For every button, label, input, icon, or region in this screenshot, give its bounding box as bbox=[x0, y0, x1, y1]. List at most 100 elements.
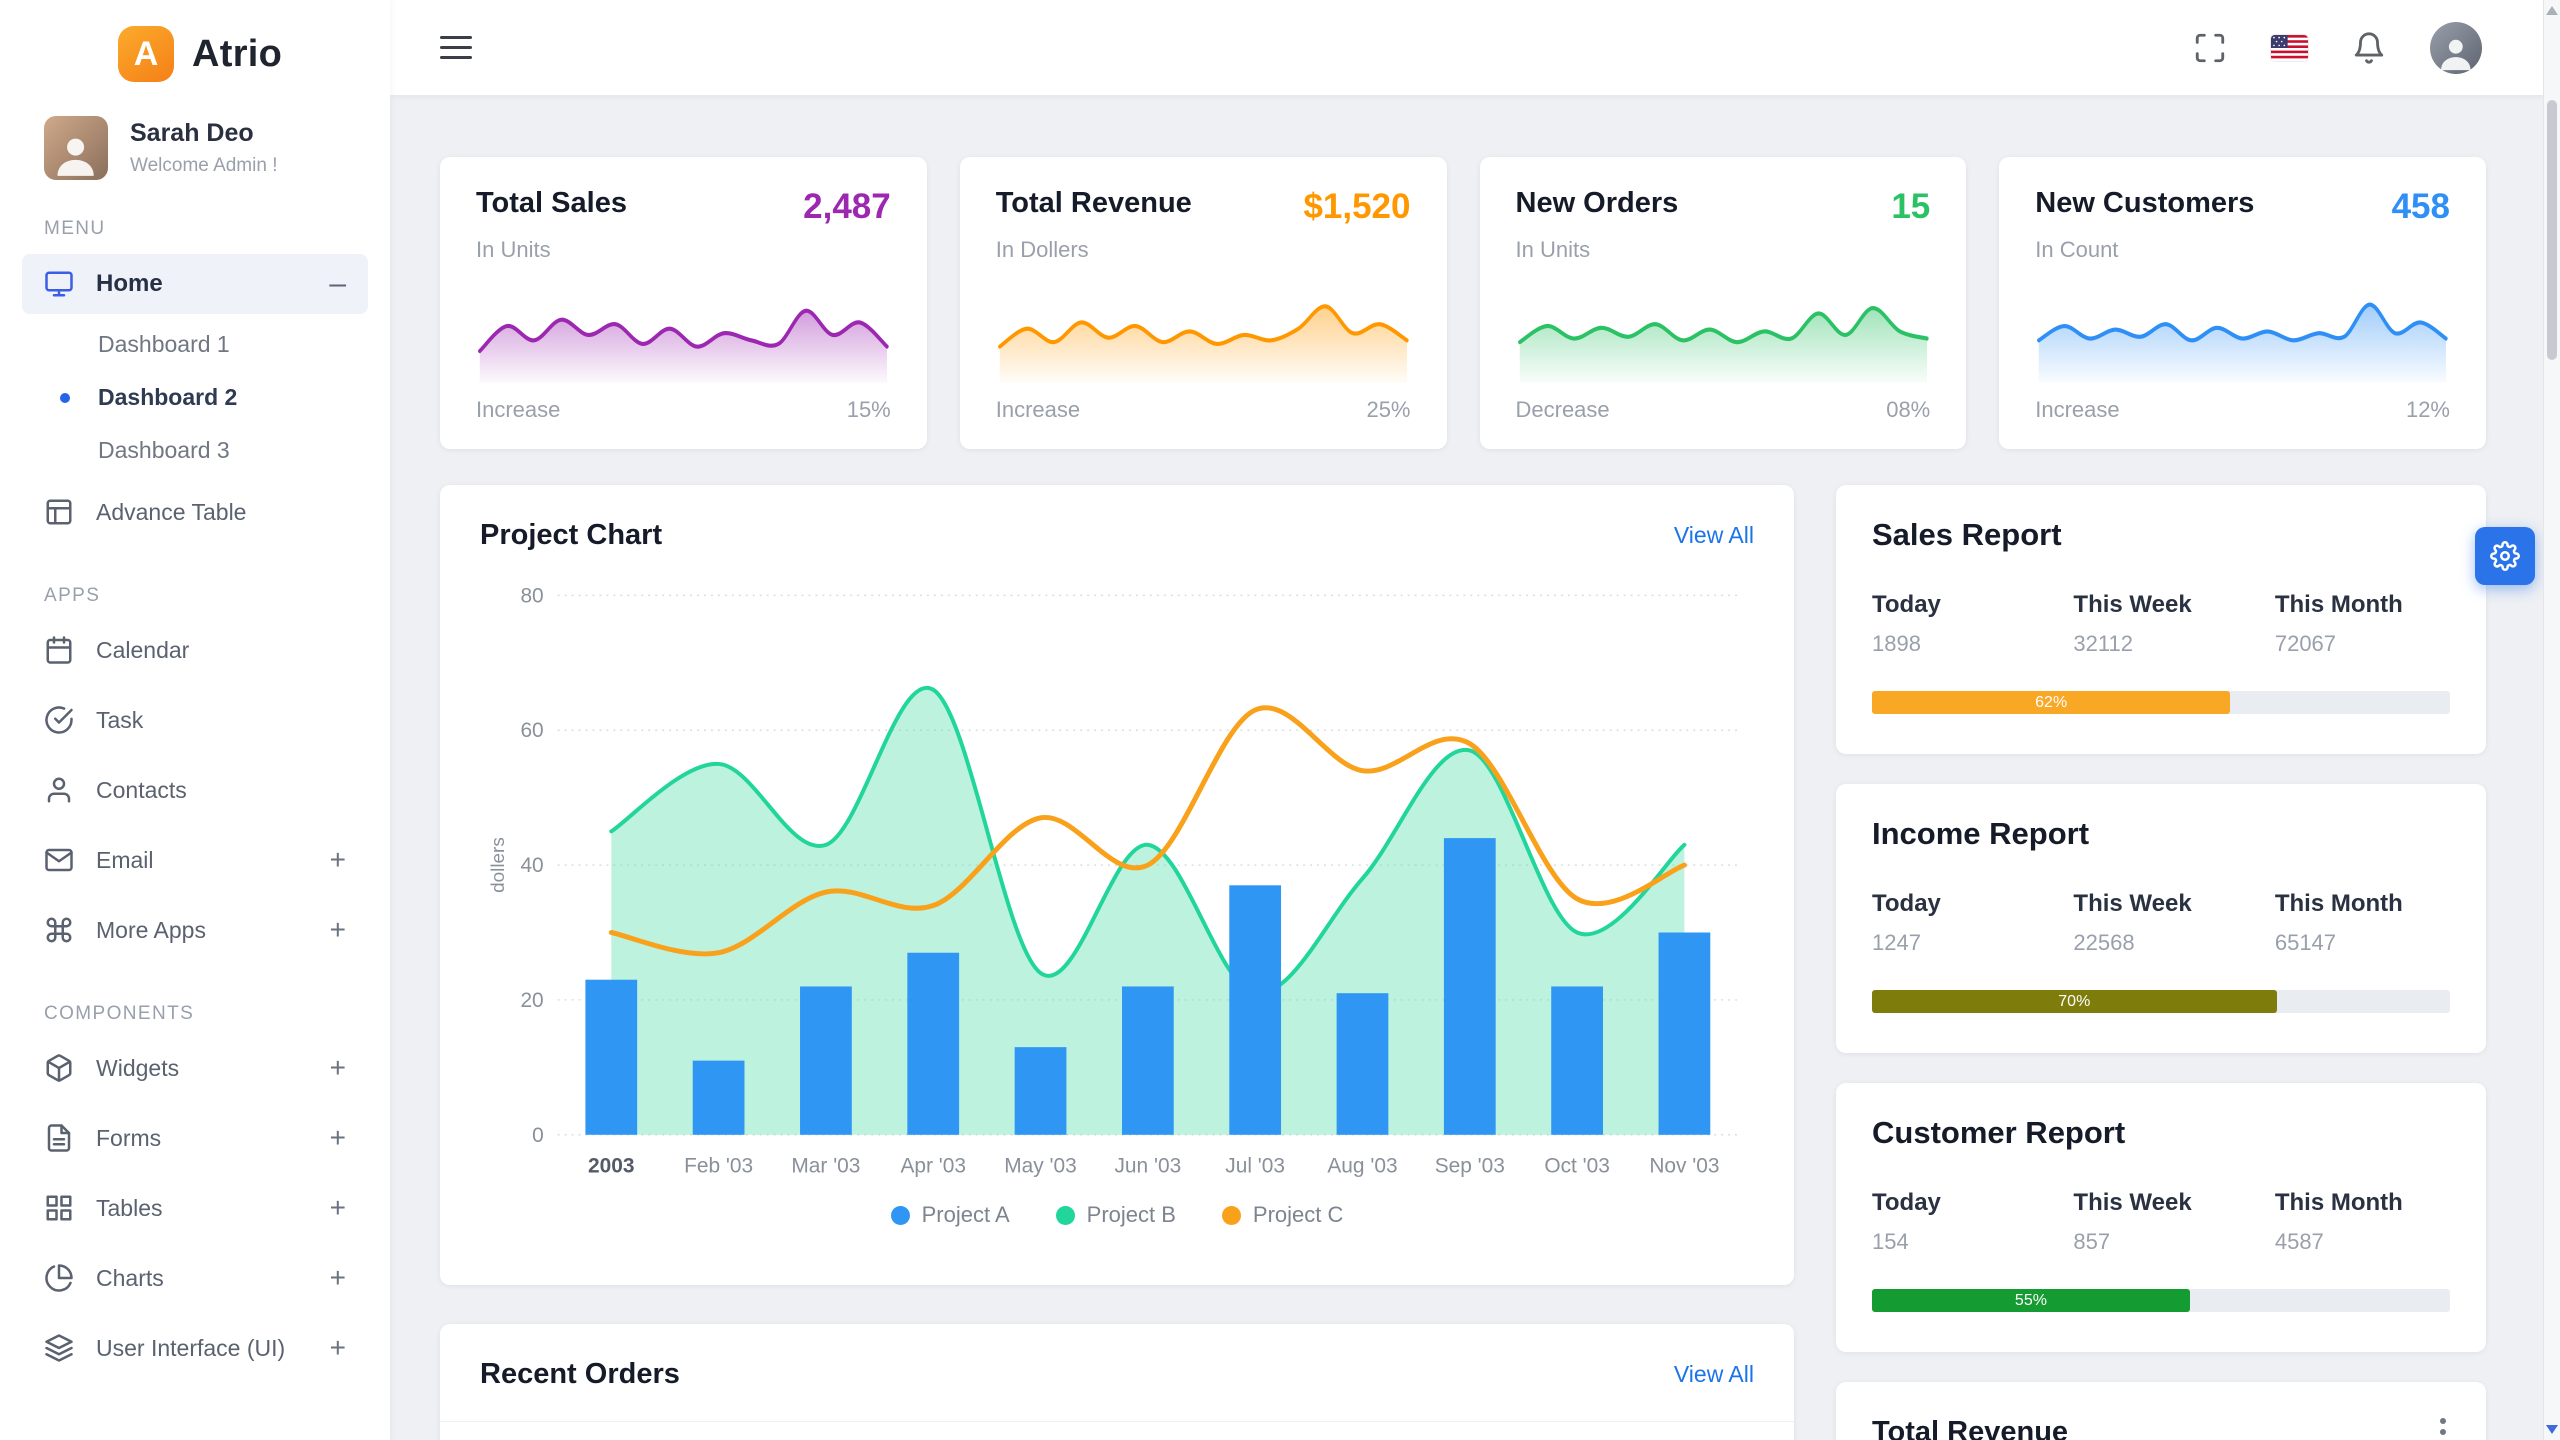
report-col-label: Today bbox=[1872, 591, 1941, 618]
scroll-down-arrow-icon[interactable] bbox=[2546, 1425, 2558, 1434]
sidebar-item-contacts[interactable]: Contacts bbox=[0, 755, 390, 825]
svg-text:Nov '03: Nov '03 bbox=[1649, 1155, 1719, 1178]
recent-orders-view-all-link[interactable]: View All bbox=[1673, 1361, 1754, 1387]
sidebar-user: Sarah Deo Welcome Admin ! bbox=[0, 116, 390, 180]
expand-plus-icon[interactable]: + bbox=[329, 844, 346, 875]
sidebar-item-widgets[interactable]: Widgets + bbox=[0, 1033, 390, 1103]
sidebar-item-label: Widgets bbox=[96, 1054, 180, 1081]
us-flag-icon[interactable] bbox=[2271, 34, 2308, 61]
stat-value: $1,520 bbox=[1303, 187, 1411, 226]
new-orders-sparkline bbox=[1517, 306, 1929, 383]
expand-plus-icon[interactable]: + bbox=[329, 1262, 346, 1293]
report-title: Sales Report bbox=[1872, 517, 2062, 552]
stat-card-total-sales: Total Sales 2,487 In Units Increase 15% bbox=[440, 157, 927, 449]
main-area: Total Sales 2,487 In Units Increase 15% … bbox=[390, 0, 2560, 1440]
sidebar-item-label: Dashboard 1 bbox=[98, 331, 230, 357]
sidebar-item-dashboard-2[interactable]: Dashboard 2 bbox=[0, 371, 390, 424]
right-column: Sales Report Today 1898 This Week 32112 … bbox=[1836, 485, 2486, 1440]
page-content: Total Sales 2,487 In Units Increase 15% … bbox=[390, 95, 2560, 1440]
sidebar-item-forms[interactable]: Forms + bbox=[0, 1103, 390, 1173]
sidebar-item-advance-table[interactable]: Advance Table bbox=[0, 477, 390, 547]
sidebar-item-label: Charts bbox=[96, 1264, 164, 1291]
sidebar-item-label: User Interface (UI) bbox=[96, 1334, 286, 1361]
recent-orders-title: Recent Orders bbox=[480, 1358, 680, 1390]
svg-text:60: 60 bbox=[520, 719, 543, 742]
total-revenue-card: Total Revenue Total Visitors bbox=[1836, 1382, 2486, 1440]
legend-dot-icon bbox=[890, 1205, 910, 1225]
stat-card-total-revenue: Total Revenue $1,520 In Dollers Increase… bbox=[959, 157, 1447, 449]
report-title: Customer Report bbox=[1872, 1115, 2126, 1150]
svg-text:Mar '03: Mar '03 bbox=[791, 1155, 860, 1178]
bell-icon[interactable] bbox=[2352, 31, 2386, 65]
sidebar-item-label: More Apps bbox=[96, 916, 206, 943]
expand-plus-icon[interactable]: + bbox=[329, 1052, 346, 1083]
project-chart-view-all-link[interactable]: View All bbox=[1673, 522, 1754, 548]
scrollbar-thumb[interactable] bbox=[2547, 100, 2557, 360]
total-revenue-title: Total Revenue bbox=[1872, 1415, 2069, 1440]
progress-fill: 55% bbox=[1872, 1289, 2190, 1312]
layers-icon bbox=[44, 1333, 74, 1363]
report-col-value: 857 bbox=[2073, 1229, 2111, 1254]
collapse-minus-icon[interactable]: – bbox=[329, 267, 346, 300]
sidebar-item-dashboard-1[interactable]: Dashboard 1 bbox=[0, 318, 390, 371]
sidebar-item-calendar[interactable]: Calendar bbox=[0, 615, 390, 685]
report-col-label: This Week bbox=[2073, 591, 2192, 618]
stat-footer-label: Decrease bbox=[1515, 397, 1610, 422]
project-chart-canvas: 0 20 40 60 80 dollers 2003 Feb '03 Mar '03 Apr '0… bbox=[488, 584, 1739, 1178]
topbar-avatar[interactable] bbox=[2430, 21, 2482, 74]
svg-text:May '03: May '03 bbox=[1004, 1155, 1077, 1178]
sidebar-item-more-apps[interactable]: More Apps + bbox=[0, 895, 390, 965]
sidebar-item-label: Task bbox=[96, 706, 144, 733]
project-chart-title: Project Chart bbox=[480, 519, 663, 551]
report-title: Income Report bbox=[1872, 816, 2090, 851]
total-sales-sparkline bbox=[478, 308, 889, 383]
sidebar-item-charts[interactable]: Charts + bbox=[0, 1243, 390, 1313]
svg-text:Jun '03: Jun '03 bbox=[1114, 1155, 1181, 1178]
progress-track: 55% bbox=[1872, 1289, 2450, 1312]
report-col-value: 1247 bbox=[1872, 930, 1921, 955]
stat-card-new-customers: New Customers 458 In Count Increase 12% bbox=[1999, 157, 2486, 449]
expand-plus-icon[interactable]: + bbox=[329, 1332, 346, 1363]
brand-logo-icon: A bbox=[118, 26, 174, 82]
stat-unit: In Dollers bbox=[995, 237, 1089, 262]
report-col-value: 65147 bbox=[2274, 930, 2337, 955]
legend-label: Project C bbox=[1252, 1202, 1344, 1227]
legend-item-project-a[interactable]: Project A bbox=[890, 1202, 1010, 1228]
expand-plus-icon[interactable]: + bbox=[329, 914, 346, 945]
report-col-label: This Month bbox=[2274, 1189, 2403, 1216]
sidebar-item-task[interactable]: Task bbox=[0, 685, 390, 755]
sidebar-item-home[interactable]: Home – bbox=[22, 254, 368, 314]
sidebar-item-dashboard-3[interactable]: Dashboard 3 bbox=[0, 424, 390, 477]
theme-customizer-button[interactable] bbox=[2475, 527, 2535, 585]
stat-unit: In Count bbox=[2035, 237, 2119, 262]
hamburger-menu-icon[interactable] bbox=[440, 36, 472, 59]
sidebar: A Atrio Sarah Deo Welcome Admin ! MENU H… bbox=[0, 0, 390, 1440]
command-icon bbox=[44, 915, 74, 945]
sidebar-item-user-interface[interactable]: User Interface (UI) + bbox=[0, 1313, 390, 1383]
user-welcome: Welcome Admin ! bbox=[130, 155, 278, 176]
kebab-menu-icon[interactable] bbox=[2436, 1414, 2450, 1440]
expand-plus-icon[interactable]: + bbox=[329, 1192, 346, 1223]
stat-title: Total Sales bbox=[476, 187, 627, 219]
stat-value: 2,487 bbox=[803, 187, 891, 226]
legend-item-project-c[interactable]: Project C bbox=[1221, 1202, 1344, 1228]
mail-icon bbox=[44, 845, 74, 875]
fullscreen-icon[interactable] bbox=[2193, 31, 2227, 65]
user-avatar bbox=[44, 116, 108, 180]
expand-plus-icon[interactable]: + bbox=[329, 1122, 346, 1153]
legend-item-project-b[interactable]: Project B bbox=[1055, 1202, 1176, 1228]
sidebar-item-email[interactable]: Email + bbox=[0, 825, 390, 895]
svg-text:dollers: dollers bbox=[488, 837, 509, 893]
scroll-up-arrow-icon[interactable] bbox=[2546, 6, 2558, 15]
svg-text:Jul '03: Jul '03 bbox=[1225, 1155, 1285, 1178]
left-column: Project Chart View All 0 20 40 60 80 dollers 2… bbox=[440, 485, 1794, 1440]
sidebar-item-tables[interactable]: Tables + bbox=[0, 1173, 390, 1243]
user-name: Sarah Deo bbox=[130, 119, 254, 147]
stat-unit: In Units bbox=[1515, 237, 1591, 262]
section-label-components: COMPONENTS bbox=[44, 1003, 195, 1024]
total-revenue-sparkline bbox=[997, 304, 1409, 383]
stat-unit: In Units bbox=[476, 237, 551, 262]
svg-text:2003: 2003 bbox=[588, 1155, 634, 1178]
report-col-label: This Month bbox=[2274, 890, 2403, 917]
